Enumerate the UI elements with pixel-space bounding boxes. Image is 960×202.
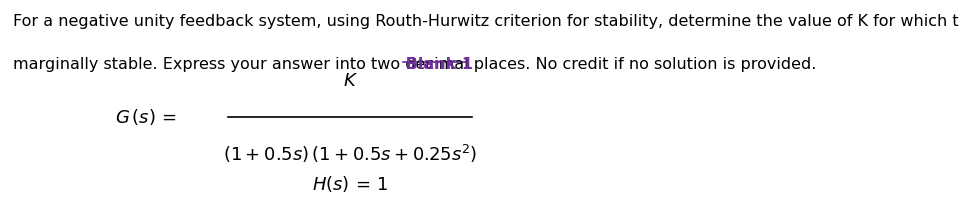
Text: $(1 + 0.5s)\,(1 + 0.5s + 0.25s^2)$: $(1 + 0.5s)\,(1 + 0.5s + 0.25s^2)$ <box>223 142 477 165</box>
Text: marginally stable. Express your answer into two decimal places. No credit if no : marginally stable. Express your answer i… <box>12 57 816 72</box>
Text: $H(s)\, =\, 1$: $H(s)\, =\, 1$ <box>312 174 389 194</box>
Text: For a negative unity feedback system, using Routh-Hurwitz criterion for stabilit: For a negative unity feedback system, us… <box>12 14 960 29</box>
Text: $G\,(s)\,=$: $G\,(s)\,=$ <box>115 107 177 127</box>
Text: $K$: $K$ <box>343 72 358 90</box>
Text: Blank 1: Blank 1 <box>399 57 472 72</box>
